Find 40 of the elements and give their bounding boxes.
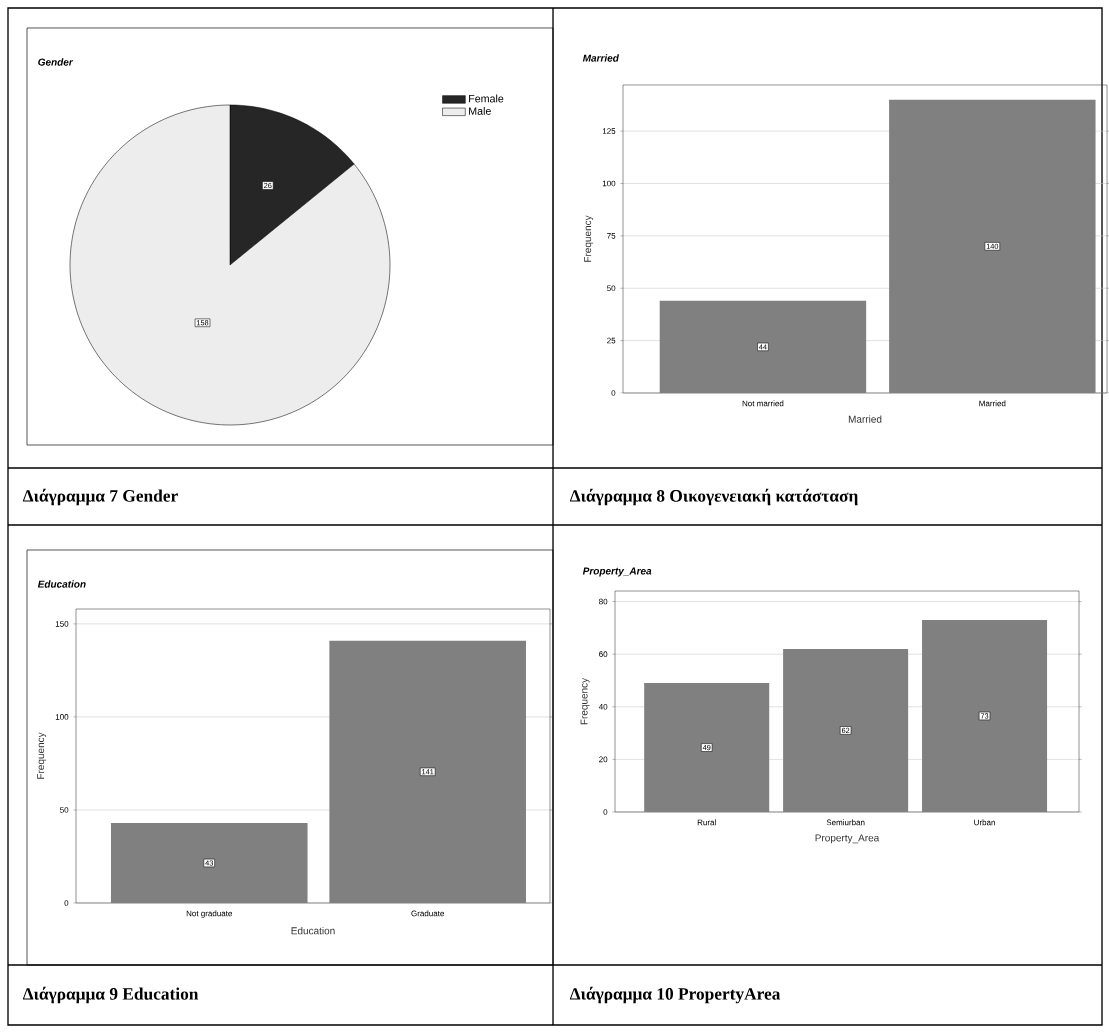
- y-tick-label: 0: [603, 809, 608, 815]
- bar: [922, 619, 1048, 812]
- chart-title: Gender: [38, 58, 74, 66]
- y-tick-label: 0: [64, 900, 69, 906]
- y-tick-label: 25: [607, 337, 616, 344]
- y-tick-label: 150: [55, 621, 69, 627]
- y-tick-label: 125: [602, 128, 616, 134]
- y-tick-label: 60: [599, 651, 608, 657]
- x-axis-title: Married: [848, 415, 882, 423]
- y-tick-label: 100: [602, 180, 616, 187]
- x-tick-label: Semiurban: [826, 819, 865, 826]
- y-tick-label: 40: [598, 703, 608, 710]
- x-tick-label: Not graduate: [186, 910, 233, 918]
- legend-label: Female: [469, 94, 504, 103]
- y-axis-title: Frequency: [580, 677, 590, 725]
- y-tick-label: 80: [599, 598, 608, 605]
- x-axis-title: Education: [291, 927, 335, 935]
- y-axis-title: Frequency: [37, 732, 47, 779]
- chart-title: Education: [37, 580, 86, 588]
- x-tick-label: Urban: [974, 819, 995, 826]
- y-tick-label: 50: [60, 807, 69, 813]
- x-axis-title: Property_Area: [815, 834, 880, 844]
- text: Διάγραμμα 7 Gender: [22, 488, 178, 506]
- bar: [644, 683, 770, 812]
- x-tick-label: Rural: [697, 819, 716, 826]
- y-tick-label: 50: [607, 285, 616, 292]
- text: Διάγραμμα 10 PropertyArea: [569, 986, 781, 1004]
- y-tick-label: 0: [611, 390, 616, 396]
- x-tick-label: Not married: [742, 400, 784, 407]
- bar: [783, 648, 909, 812]
- chart-title: Property_Area: [582, 567, 652, 577]
- chart-title: Married: [582, 54, 619, 62]
- x-tick-label: Graduate: [411, 910, 445, 917]
- y-tick-label: 20: [599, 756, 608, 763]
- y-tick-label: 75: [607, 233, 616, 239]
- text: Διάγραμμα 8 Οικογενειακή κατάσταση: [569, 488, 858, 506]
- y-tick-label: 100: [55, 714, 69, 720]
- legend-label: Male: [469, 106, 491, 115]
- y-axis-title: Frequency: [584, 215, 594, 262]
- text: Διάγραμμα 9 Education: [22, 986, 199, 1004]
